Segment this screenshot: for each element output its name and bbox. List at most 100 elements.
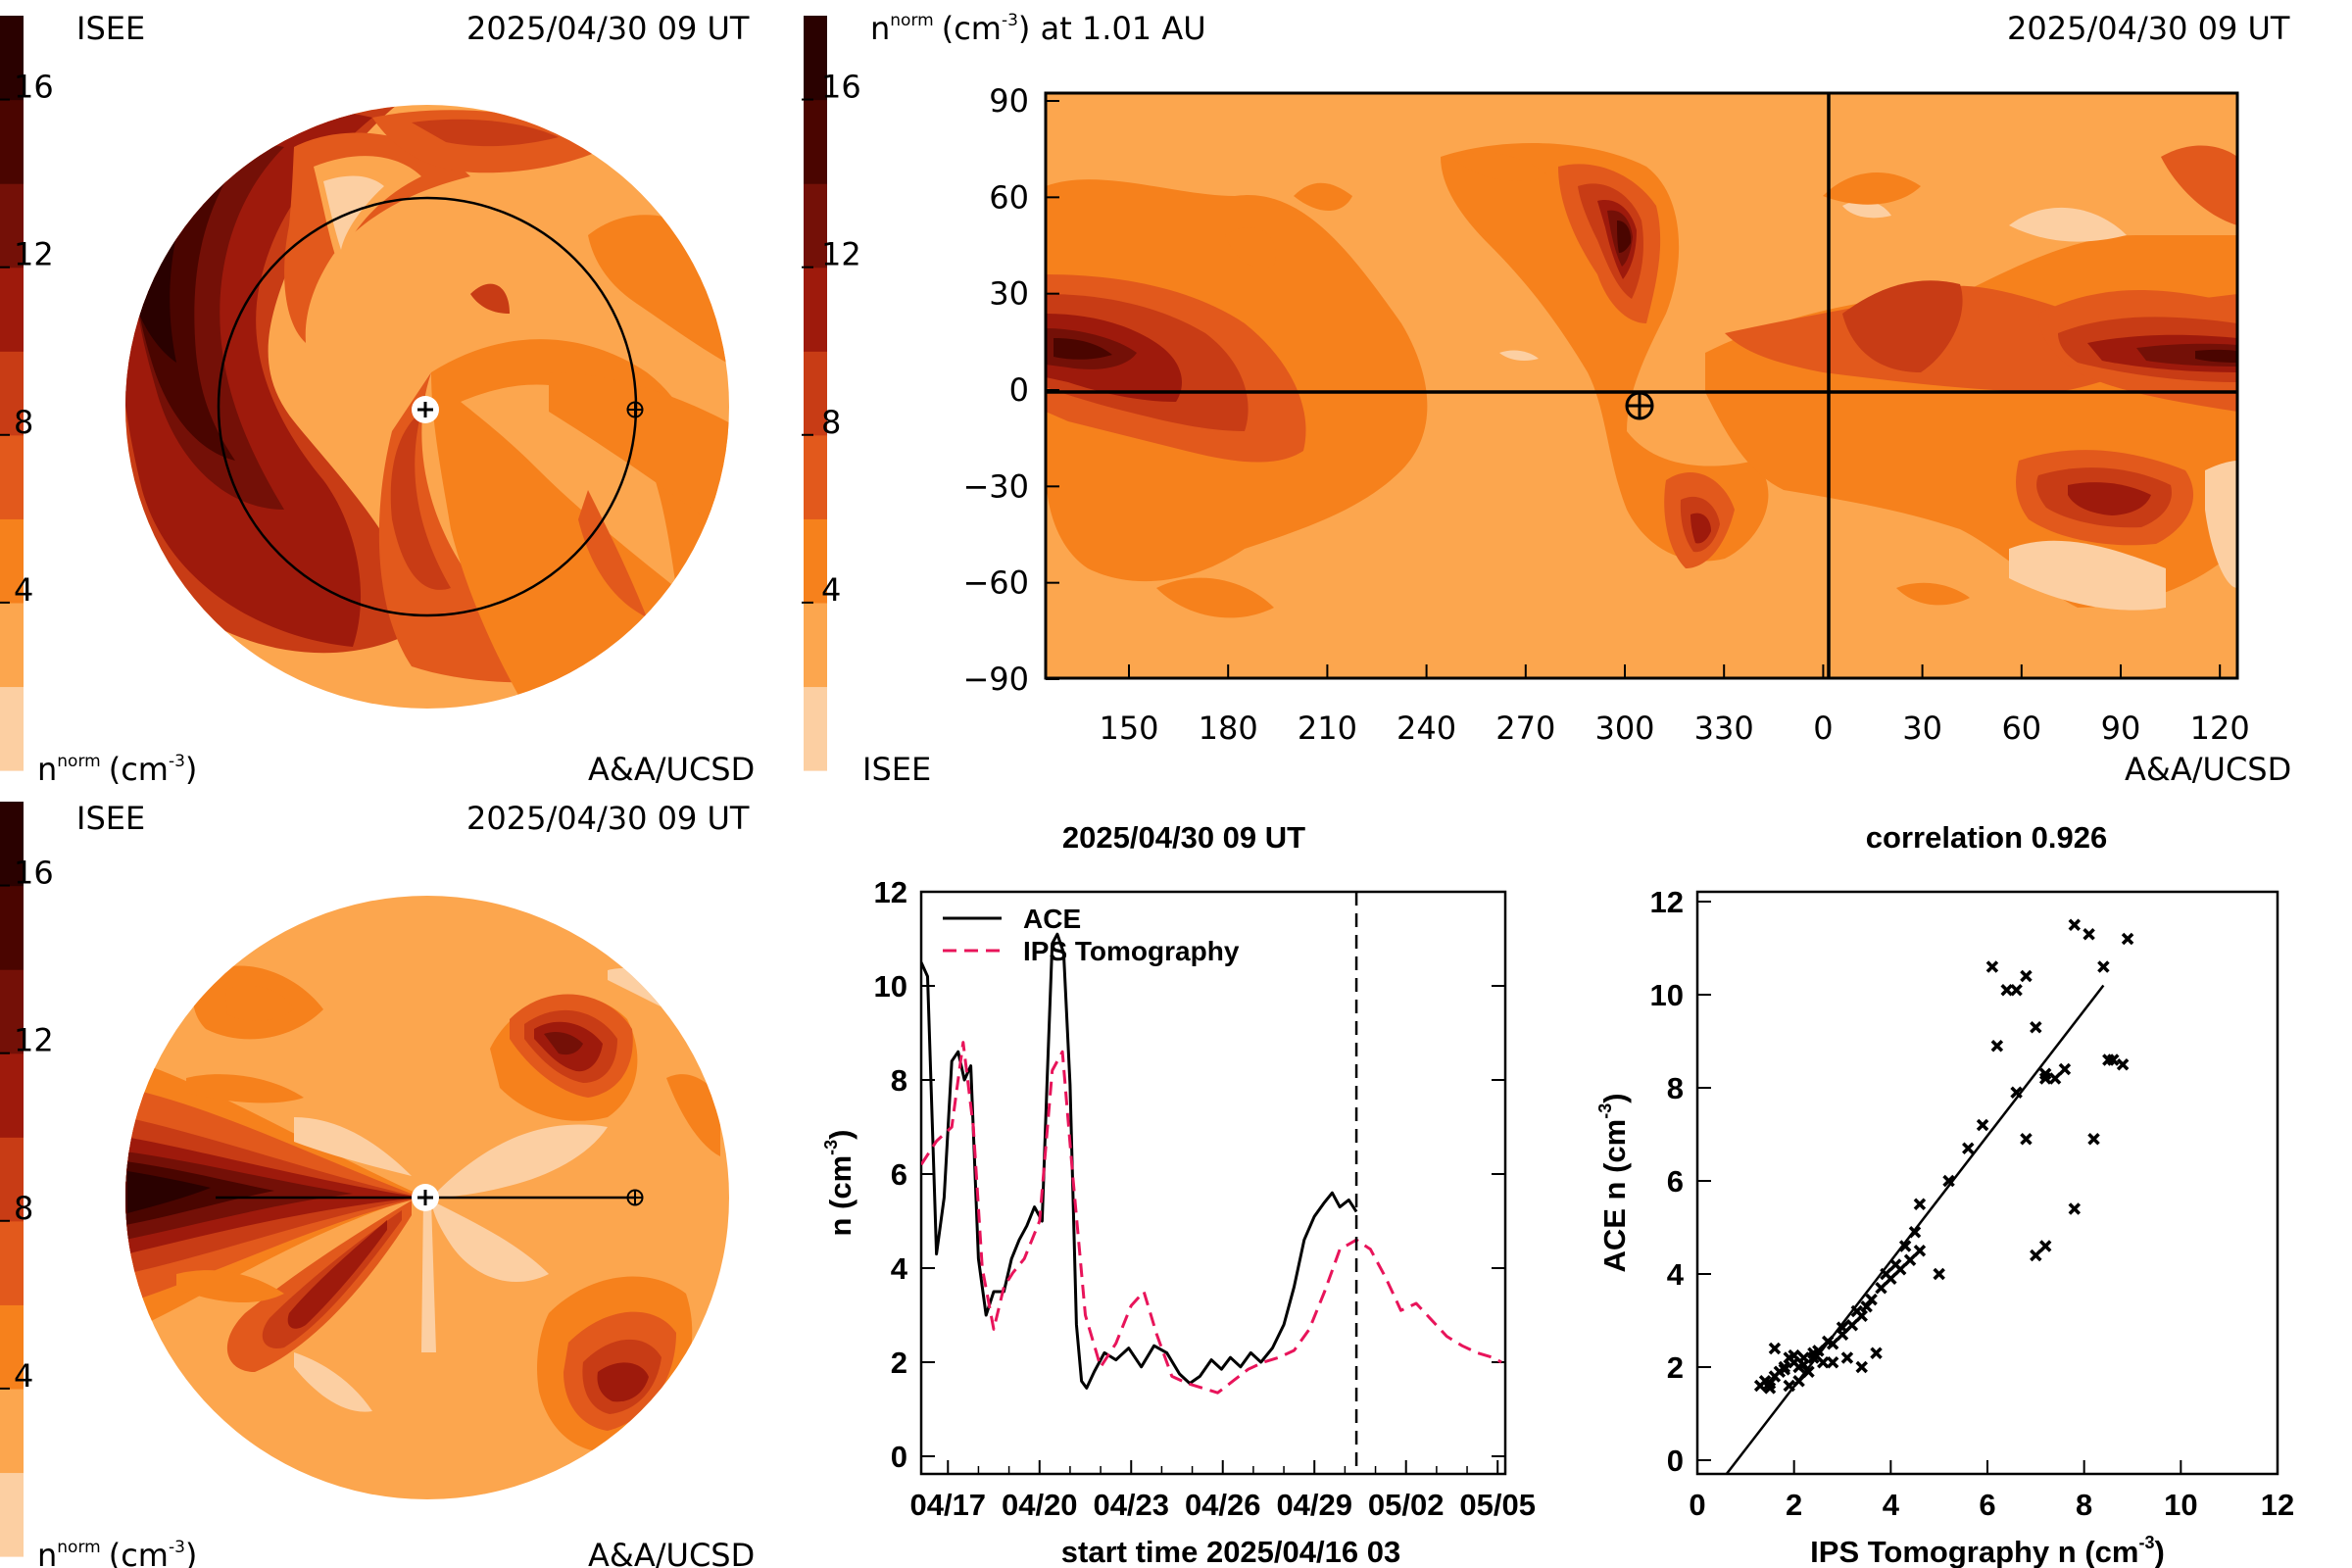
colorbar-band: [804, 518, 827, 604]
colorbar-band: [0, 686, 24, 771]
colorbar-band: [0, 1220, 24, 1305]
scatter-y-tick-label: 4: [1667, 1257, 1685, 1292]
colorbar-band: [804, 686, 827, 771]
map-y-tick-label: −60: [962, 564, 1029, 602]
scatter-point: [1788, 1348, 1800, 1362]
line-x-tick-label: 04/29: [1276, 1488, 1352, 1522]
map-x-tick-label: 120: [2190, 710, 2250, 747]
scatter-x-tick-label: 0: [1689, 1488, 1705, 1522]
scatter-point: [1845, 1319, 1859, 1332]
scatter-point: [1903, 1253, 1917, 1266]
scatter-point: [2121, 932, 2134, 946]
scatter-point: [1933, 1267, 1945, 1281]
line-y-tick-label: 0: [891, 1440, 907, 1474]
colorbar-tick-label: 8: [821, 404, 841, 441]
colorbar-tick-label: 16: [14, 855, 54, 892]
scatter-point: [1855, 1360, 1868, 1374]
scatter-point: [1898, 1240, 1912, 1252]
colorbar-band: [0, 434, 24, 519]
scatter-point: [1865, 1293, 1878, 1306]
scatter-point: [2038, 1072, 2052, 1085]
map-y-tick-label: 60: [989, 178, 1029, 216]
line-x-tick-label: 04/17: [909, 1488, 986, 1522]
map-y-tick-label: 30: [989, 275, 1029, 313]
map-x-tick-label: 270: [1495, 710, 1555, 747]
map-x-tick-label: 150: [1099, 710, 1158, 747]
line-y-tick-label: 2: [891, 1346, 907, 1380]
scatter-point: [2097, 960, 2110, 973]
colorbar-band: [0, 518, 24, 604]
scatter-x-tick-label: 4: [1883, 1488, 1900, 1522]
colorbar-band: [0, 183, 24, 269]
line-y-tick-label: 10: [874, 969, 907, 1004]
map-x-tick-label: 210: [1298, 710, 1357, 747]
scatter-point: [1840, 1351, 1854, 1364]
scatter-point: [1976, 1118, 1989, 1132]
scatter-point: [1875, 1282, 1887, 1295]
scatter-point: [1908, 1226, 1922, 1239]
line-x-tick-label: 04/20: [1002, 1488, 1078, 1522]
line-x-tick-label: 05/02: [1368, 1488, 1445, 1522]
scatter-point: [2038, 1240, 2052, 1252]
line-y-tick-label: 6: [891, 1157, 907, 1192]
scatter-point: [2010, 984, 2023, 997]
scatter-x-tick-label: 2: [1786, 1488, 1802, 1522]
scatter-x-tick-label: 10: [2164, 1488, 2197, 1522]
map-x-tick-label: 180: [1199, 710, 1258, 747]
scatter-y-tick-label: 2: [1667, 1350, 1684, 1385]
scatter-point: [2102, 1054, 2115, 1066]
colorbar-band: [0, 1304, 24, 1390]
scatter-point: [1942, 1174, 1955, 1188]
scatter-y-tick-label: 12: [1650, 885, 1684, 919]
colorbar-band: [0, 99, 24, 184]
scatter-point: [2000, 984, 2013, 997]
colorbar-tick-label: 4: [14, 571, 33, 609]
scatter-point: [2030, 1249, 2042, 1262]
credit-label: A&A/UCSD: [588, 751, 755, 788]
scatter-point: [1792, 1375, 1805, 1388]
scatter-point: [1962, 1142, 1975, 1154]
map-x-tick-label: 60: [2001, 710, 2041, 747]
scatter-y-tick-label: 6: [1667, 1164, 1684, 1199]
scatter-ylabel: ACE n (cm-3): [1595, 1093, 1632, 1272]
map-title: nnorm (cm-3) at 1.01 AU: [870, 10, 1206, 47]
colorbar-band: [804, 16, 827, 101]
scatter-y-tick-label: 8: [1667, 1071, 1684, 1105]
colorbar-band: [804, 183, 827, 269]
ips-series-line: [921, 1041, 1502, 1395]
scatter-point: [2020, 969, 2033, 983]
scatter-point: [1807, 1351, 1820, 1364]
earth-marker: [626, 401, 644, 418]
line-chart-ylabel: n (cm-3): [821, 1129, 858, 1236]
colorbar-band: [0, 1472, 24, 1557]
colorbar-top-right: 4 8 12 16: [802, 16, 861, 771]
scatter-xlabel: IPS Tomography n (cm-3): [1810, 1533, 2165, 1568]
scatter-point: [1836, 1321, 1849, 1334]
scatter-point: [1880, 1267, 1892, 1281]
scatter-point: [1783, 1379, 1795, 1393]
institute-label-bottom: ISEE: [76, 800, 145, 837]
line-chart-xlabel: start time 2025/04/16 03: [1061, 1535, 1400, 1568]
colorbar-band: [0, 16, 24, 101]
colorbar-band: [0, 351, 24, 436]
colorbar-band: [0, 1137, 24, 1222]
line-y-tick-label: 4: [891, 1251, 908, 1286]
colorbar-top-left: 4 8 12 16: [0, 16, 54, 771]
sun-marker-bottom: [412, 1184, 439, 1211]
scatter-point: [2116, 1058, 2130, 1071]
colorbar-tick-label: 12: [14, 236, 54, 273]
legend-ips-label: IPS Tomography: [1023, 936, 1240, 966]
colorbar-tick-label: 4: [821, 571, 841, 609]
scatter-x-tick-label: 6: [1979, 1488, 1995, 1522]
map-x-tick-label: 330: [1694, 710, 1754, 747]
map-y-tick-label: −90: [962, 661, 1029, 698]
line-y-tick-label: 12: [874, 875, 907, 909]
map-x-tick-label: 300: [1594, 710, 1654, 747]
scatter-point: [1817, 1356, 1830, 1369]
colorbar-bottom-left: 4 8 12 16: [0, 802, 54, 1557]
colorbar-tick-label: 16: [14, 69, 54, 106]
scatter-point: [1913, 1198, 1927, 1210]
map-y-tick-label: −30: [962, 467, 1029, 505]
